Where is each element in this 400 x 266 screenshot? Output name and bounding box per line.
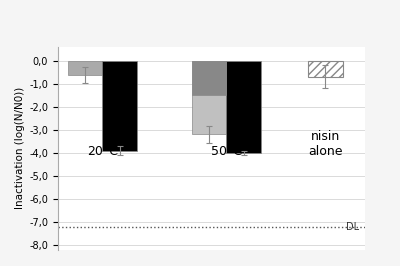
Bar	[192, 61, 226, 135]
Bar	[308, 61, 343, 77]
Text: DL: DL	[346, 222, 359, 232]
Bar	[226, 61, 261, 153]
Bar	[192, 61, 226, 95]
Text: 20°C: 20°C	[87, 146, 118, 159]
Text: 50°C: 50°C	[211, 146, 242, 159]
Bar	[68, 61, 102, 74]
Text: nisin
alone: nisin alone	[308, 130, 343, 159]
Bar	[102, 61, 137, 151]
Y-axis label: Inactivation (log(N/N0)): Inactivation (log(N/N0))	[15, 87, 25, 209]
